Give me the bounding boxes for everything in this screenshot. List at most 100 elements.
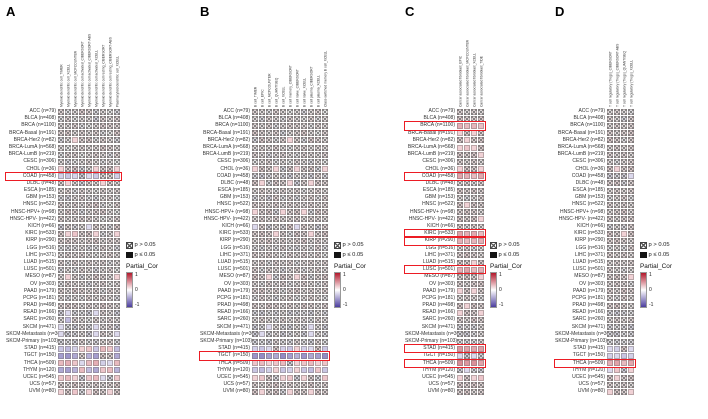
heatmap-cell	[478, 367, 484, 374]
heatmap-cell	[471, 266, 477, 273]
heatmap-cell	[259, 273, 265, 280]
heatmap-cell	[628, 173, 634, 180]
heatmap-row: ESCA (n=185)	[6, 187, 121, 194]
row-label: SKCM (n=471)	[22, 323, 56, 330]
heatmap-cell	[471, 259, 477, 266]
row-label: ACC (n=79)	[428, 108, 455, 114]
heatmap-cell	[621, 115, 627, 122]
row-label: OV (n=303)	[224, 280, 250, 287]
heatmap-row: UCEC (n=545)	[200, 374, 329, 381]
row-label: LUSC (n=501)	[217, 266, 250, 273]
heatmap-cell	[252, 216, 258, 223]
colorbar	[126, 272, 133, 308]
heatmap-cell	[322, 345, 328, 352]
row-label: ESCA (n=185)	[572, 187, 605, 194]
heatmap-cell	[621, 245, 627, 252]
heatmap-cell	[315, 187, 321, 194]
colorbar-ticks: 1 0 -1	[499, 272, 503, 308]
heatmap-cell	[315, 166, 321, 173]
heatmap-cell	[273, 137, 279, 144]
row-label: THCA (n=509)	[217, 359, 250, 366]
heatmap-cell	[308, 281, 314, 288]
heatmap-cell	[273, 230, 279, 237]
heatmap-cell	[628, 317, 634, 324]
heatmap-cell	[607, 180, 613, 187]
heatmap-cell	[107, 352, 113, 359]
heatmap-cell	[65, 273, 71, 280]
heatmap-cell	[100, 108, 106, 115]
heatmap-cell	[457, 151, 463, 158]
heatmap-row: LGG (n=516)	[200, 245, 329, 252]
heatmap-row-highlighted: LUSC (n=501)	[404, 265, 486, 275]
heatmap-row: OV (n=303)	[200, 281, 329, 288]
heatmap-row: BRCA-Her2 (n=82)	[6, 137, 121, 144]
heatmap-cell	[287, 360, 293, 367]
heatmap-row: KIRP (n=290)	[200, 237, 329, 244]
heatmap-cell	[614, 273, 620, 280]
row-label: BRCA-LumA (n=568)	[202, 143, 250, 150]
heatmap-cell	[79, 302, 85, 309]
heatmap-cell	[86, 367, 92, 374]
heatmap-cell	[457, 173, 463, 180]
heatmap-cell	[301, 252, 307, 259]
heatmap-cell	[100, 309, 106, 316]
row-label: HNSC-HPV+ (n=98)	[409, 208, 455, 215]
heatmap-cell	[478, 223, 484, 230]
heatmap-cell	[107, 202, 113, 209]
heatmap-cell	[315, 295, 321, 302]
row-label: LGG (n=516)	[575, 244, 605, 251]
heatmap-cell	[252, 137, 258, 144]
heatmap-cell	[628, 367, 634, 374]
heatmap-row: ACC (n=79)	[405, 108, 485, 115]
heatmap-cell	[614, 388, 620, 395]
heatmap-cell	[308, 331, 314, 338]
heatmap-cell	[614, 137, 620, 144]
row-label: PCPG (n=181)	[23, 294, 56, 301]
colorbar-ticks: 1 0 -1	[649, 272, 653, 308]
colorbar-tick-min: -1	[499, 302, 504, 308]
heatmap-cell	[478, 388, 484, 395]
row-label: BRCA (n=1100)	[570, 122, 605, 129]
heatmap-cell	[621, 345, 627, 352]
heatmap-cell	[301, 237, 307, 244]
crossed-box-icon	[640, 242, 647, 249]
heatmap-cell	[607, 288, 613, 295]
heatmap-cell	[259, 367, 265, 374]
heatmap-cell	[301, 259, 307, 266]
heatmap-cell	[114, 122, 120, 129]
heatmap-cell	[315, 388, 321, 395]
heatmap-cell	[322, 173, 328, 180]
row-label: PAAD (n=179)	[572, 287, 605, 294]
heatmap-cell	[294, 108, 300, 115]
heatmap-cell	[79, 223, 85, 230]
heatmap-cell	[79, 374, 85, 381]
heatmap-cell	[607, 209, 613, 216]
row-label: LIHC (n=371)	[25, 251, 56, 258]
heatmap-cell	[114, 317, 120, 324]
row-label: GBM (n=153)	[219, 194, 250, 201]
heatmap-cell	[628, 194, 634, 201]
filled-box-icon	[334, 251, 341, 258]
heatmap-cell	[100, 166, 106, 173]
heatmap-cell	[301, 173, 307, 180]
heatmap-cell	[471, 281, 477, 288]
heatmap-cell	[478, 151, 484, 158]
heatmap-cell	[72, 237, 78, 244]
heatmap-cell	[464, 122, 470, 129]
heatmap-cell	[315, 237, 321, 244]
heatmap-cell	[65, 259, 71, 266]
heatmap-cell	[79, 252, 85, 259]
row-label: LUAD (n=515)	[23, 258, 56, 265]
heatmap-cell	[86, 180, 92, 187]
heatmap-cell	[301, 115, 307, 122]
heatmap-cell	[471, 173, 477, 180]
heatmap-cell	[294, 309, 300, 316]
heatmap-cell	[287, 324, 293, 331]
legend-not-significant: p > 0.05	[490, 242, 536, 249]
heatmap-row: CHOL (n=36)	[200, 166, 329, 173]
column-header: Plasmacytoid dendritic cell_XCELL	[116, 56, 120, 107]
heatmap-cell	[86, 338, 92, 345]
heatmap-cell	[259, 166, 265, 173]
heatmap-cell	[58, 360, 64, 367]
heatmap-cell	[65, 374, 71, 381]
